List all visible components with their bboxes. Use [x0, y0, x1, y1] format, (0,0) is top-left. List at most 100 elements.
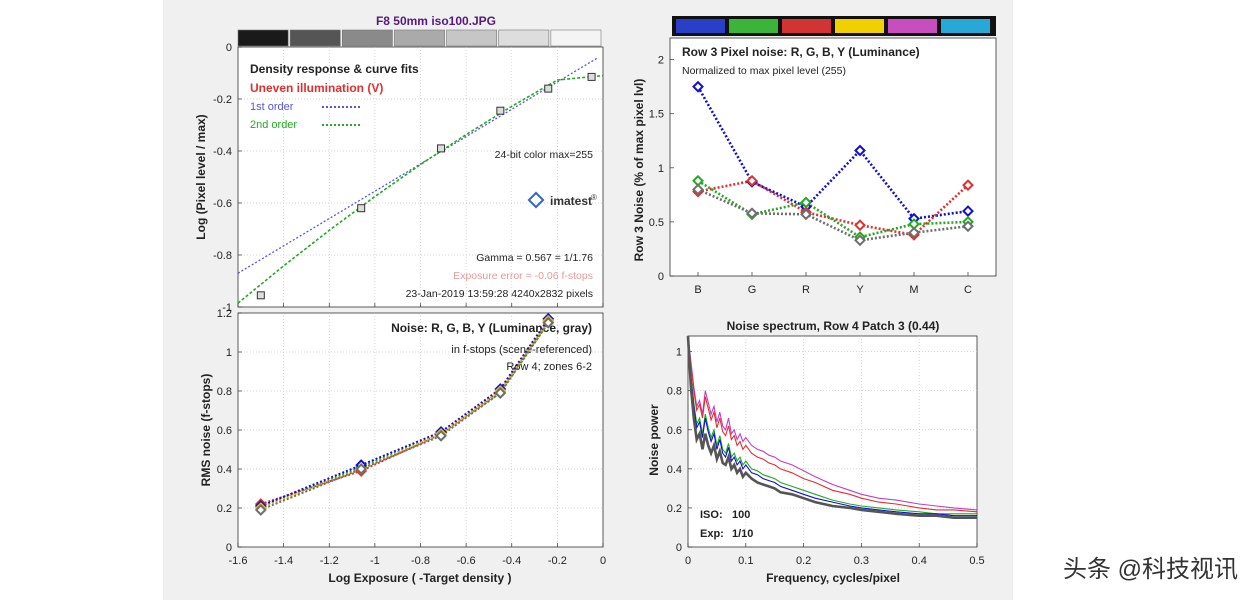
- spectrum-line-gray: [686, 335, 977, 520]
- spectrum-chart-ytick-label: 0.4: [667, 464, 682, 476]
- spectrum-chart-ytick-label: 0.2: [667, 503, 682, 515]
- row3-marker-Y: [854, 234, 866, 247]
- density-point: [256, 291, 265, 300]
- noise-fstops-note: Row 4; zones 6-2: [506, 361, 592, 373]
- noise-fstops-chart-ytick-label: 0.8: [217, 386, 232, 398]
- noise-fstops-chart-ytick-label: 0.6: [217, 425, 232, 437]
- gray-patch: [394, 29, 445, 47]
- density-legend-label: 2nd order: [250, 119, 297, 131]
- row3-category-label: Y: [856, 284, 864, 296]
- spectrum-chart-ytick-label: 1: [676, 347, 682, 359]
- spectrum-line-blue: [687, 335, 977, 517]
- spectrum-ylabel: Noise power: [647, 404, 661, 476]
- row3-marker-B: [962, 205, 974, 218]
- spectrum-exp-label: Exp:: [700, 528, 724, 540]
- row3-marker-Y: [746, 207, 758, 220]
- row3-marker-Y: [692, 183, 704, 196]
- window-title: F8 50mm iso100.JPG: [376, 14, 496, 28]
- noise-fstops-marker-gray: [542, 316, 555, 329]
- gray-patch: [498, 29, 550, 47]
- density-chart-ytick-label: -0.6: [213, 198, 232, 210]
- watermark-text: 头条 @科技视讯: [1063, 556, 1238, 583]
- noise-fstops-line-gray: [260, 322, 550, 511]
- spectrum-chart-ytick-label: 0.8: [667, 386, 682, 398]
- noise-fstops-chart-xtick-label: -0.4: [502, 555, 521, 567]
- density-legend-label: 1st order: [250, 101, 294, 113]
- row3-marker-Y: [800, 208, 812, 221]
- density-chart-ytick-label: 0: [226, 42, 232, 54]
- row3-category-label: C: [964, 284, 972, 296]
- spectrum-title: Noise spectrum, Row 4 Patch 3 (0.44): [727, 319, 940, 333]
- spectrum-chart-xtick-label: 0.5: [969, 555, 984, 567]
- noise-fstops-chart-ytick-label: 1.2: [217, 308, 232, 320]
- spectrum-chart-xtick-label: 0: [685, 555, 691, 567]
- gray-patch: [289, 29, 341, 47]
- noise-fstops-chart-xtick-label: -0.8: [411, 555, 430, 567]
- noise-fstops-line-G: [260, 322, 550, 509]
- gray-patch: [550, 29, 602, 47]
- noise-fstops-marker-gray: [435, 429, 447, 442]
- spectrum-chart-xtick-label: 0.4: [912, 555, 927, 567]
- row3-ytick-label: 0.5: [649, 217, 664, 229]
- spectrum-xlabel: Frequency, cycles/pixel: [766, 571, 900, 585]
- density-annotation-bitdepth: 24-bit color max=255: [495, 149, 594, 161]
- row3-line-R: [697, 179, 969, 237]
- spectrum-chart-xtick-label: 0.2: [796, 555, 811, 567]
- row3-category-label: B: [694, 284, 701, 296]
- row3-marker-G: [800, 196, 812, 209]
- density-ylabel: Log (Pixel level / max): [194, 114, 208, 239]
- noise-fstops-marker-gray: [355, 463, 368, 475]
- imatest-logo-icon: [527, 191, 545, 209]
- spectrum-iso-value: 100: [732, 509, 750, 521]
- density-chart-ytick-label: -0.8: [213, 250, 232, 262]
- row3-ytick-label: 1: [658, 163, 664, 175]
- density-point: [437, 144, 446, 153]
- spectrum-line-green: [687, 335, 977, 515]
- spectrum-chart-ytick-label: 0: [676, 542, 682, 554]
- row3-marker-B: [854, 144, 866, 157]
- density-fit-2nd: [237, 74, 604, 304]
- noise-fstops-chart-ytick-label: 1: [226, 347, 232, 359]
- density-chart-ytick-label: -1: [222, 302, 232, 314]
- gray-patch: [341, 29, 393, 47]
- row3-category-label: R: [802, 284, 810, 296]
- noise-fstops-chart-ytick-label: 0: [226, 542, 232, 554]
- color-patch-blue: [676, 19, 725, 33]
- spectrum-exp-value: 1/10: [732, 528, 753, 540]
- spectrum-chart-ytick-label: 0.6: [667, 425, 682, 437]
- row3-line-Y: [697, 188, 969, 242]
- row3-marker-R: [746, 174, 758, 187]
- row3-category-label: G: [748, 284, 757, 296]
- imatest-logo-reg: ®: [591, 193, 597, 202]
- spectrum-chart-xtick-label: 0.3: [854, 555, 869, 567]
- density-chart-ytick-label: -0.4: [213, 146, 232, 158]
- row3-marker-R: [854, 219, 866, 232]
- color-patch-green: [729, 19, 778, 33]
- density-subtitle: Uneven illumination (V): [250, 81, 383, 95]
- row3-category-label: M: [909, 284, 918, 296]
- noise-fstops-chart-xtick-label: -0.2: [548, 555, 567, 567]
- gray-patch: [446, 29, 498, 47]
- row3-ylabel: Row 3 Noise (% of max pixel lvl): [632, 79, 646, 262]
- row3-marker-Y: [908, 226, 920, 239]
- noise-fstops-ylabel: RMS noise (f-stops): [199, 374, 213, 487]
- density-point: [587, 72, 596, 81]
- noise-fstops-chart-ytick-label: 0.4: [217, 464, 232, 476]
- color-patch-red: [782, 19, 831, 33]
- noise-fstops-title: Noise: R, G, B, Y (Luminance, gray): [391, 321, 592, 335]
- spectrum-chart-xtick-label: 0.1: [738, 555, 753, 567]
- density-chart-ytick-label: -0.2: [213, 94, 232, 106]
- color-patch-magenta: [888, 19, 937, 33]
- row3-chart-axes: [669, 37, 997, 277]
- noise-fstops-marker-gray: [254, 504, 267, 516]
- density-point: [357, 204, 366, 213]
- row3-subtitle: Normalized to max pixel level (255): [682, 65, 846, 77]
- spectrum-line-red: [687, 335, 978, 513]
- spectrum-line-magenta: [687, 335, 978, 511]
- imatest-logo-text: imatest: [550, 194, 592, 208]
- noise-fstops-chart-xtick-label: -1.6: [229, 555, 248, 567]
- color-patch-cyan: [941, 19, 990, 33]
- density-point: [544, 84, 553, 93]
